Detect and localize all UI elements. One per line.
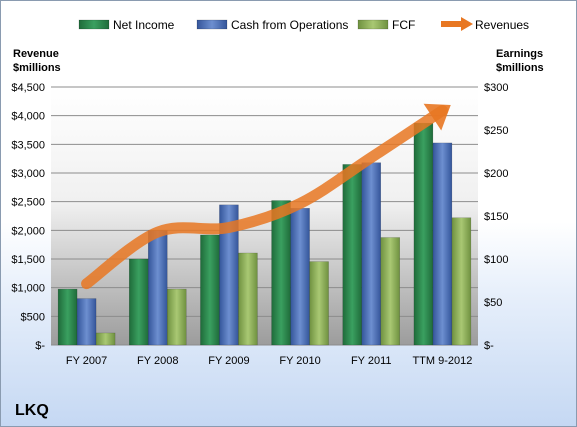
- category-label-3: FY 2010: [279, 355, 320, 367]
- bar-fcf-4: [380, 237, 400, 346]
- category-label-5: TTM 9-2012: [412, 355, 472, 367]
- category-label-2: FY 2009: [208, 355, 249, 367]
- bar-net-income-5: [413, 122, 434, 346]
- left-tick-label-5: $2,500: [11, 197, 45, 209]
- legend-label-0: Net Income: [113, 18, 175, 32]
- right-tick-label-3: $150: [484, 211, 508, 223]
- gridlines: [51, 86, 478, 346]
- category-label-4: FY 2011: [351, 355, 392, 367]
- axes-layer: $- $500 $1,000 $1,500 $2,000 $2,500 $3,000 $3,5…: [11, 82, 508, 367]
- bar-net-income-4: [342, 164, 362, 346]
- revenue-arrowhead: [423, 103, 451, 131]
- legend-label-2: FCF: [392, 18, 415, 32]
- left-axis-title-line2: $millions: [13, 62, 61, 74]
- bar-net-income-1: [129, 258, 149, 346]
- left-tick-label-2: $1,000: [11, 283, 45, 295]
- bar-cash-from-operations-3: [290, 208, 310, 346]
- right-tick-label-4: $200: [484, 168, 508, 180]
- bar-cash-from-operations-4: [361, 162, 381, 346]
- legend: Net Income Cash from Operations FCF Revenue…: [78, 17, 529, 32]
- legend-swatch-0: [78, 19, 110, 30]
- bar-net-income-3: [271, 200, 291, 346]
- right-tick-label-0: $-: [484, 340, 494, 352]
- left-tick-label-6: $3,000: [11, 168, 45, 180]
- category-label-0: FY 2007: [66, 355, 107, 367]
- revenue-line: [81, 105, 448, 290]
- left-tick-label-3: $1,500: [11, 254, 45, 266]
- left-tick-label-8: $4,000: [11, 111, 45, 123]
- bars-layer: [57, 122, 472, 346]
- right-tick-label-1: $50: [484, 297, 502, 309]
- bar-fcf-0: [95, 332, 116, 346]
- bar-fcf-1: [167, 288, 187, 346]
- bar-fcf-5: [451, 217, 472, 346]
- chart-title: LKQ: [15, 402, 49, 419]
- left-tick-label-1: $500: [21, 311, 45, 323]
- legend-swatch-2: [357, 19, 389, 30]
- bar-cash-from-operations-0: [76, 298, 97, 346]
- left-tick-label-9: $4,500: [11, 82, 45, 94]
- legend-label-3: Revenues: [475, 18, 529, 32]
- right-tick-label-6: $300: [484, 82, 508, 94]
- bar-cash-from-operations-1: [148, 230, 168, 346]
- legend-swatch-1: [196, 19, 228, 30]
- right-tick-label-5: $250: [484, 125, 508, 137]
- left-tick-label-0: $-: [35, 340, 45, 352]
- bar-net-income-0: [57, 288, 78, 346]
- legend-arrow-3: [461, 17, 473, 31]
- left-axis-title-line1: Revenue: [13, 48, 59, 60]
- category-label-1: FY 2008: [137, 355, 178, 367]
- right-axis-title-line1: Earnings: [496, 48, 543, 60]
- bar-fcf-2: [238, 252, 258, 346]
- bar-net-income-2: [200, 234, 220, 346]
- left-tick-label-4: $2,000: [11, 225, 45, 237]
- right-tick-label-2: $100: [484, 254, 508, 266]
- right-axis-title-line2: $millions: [496, 62, 544, 74]
- left-tick-label-7: $3,500: [11, 139, 45, 151]
- bar-fcf-3: [309, 261, 329, 346]
- legend-label-1: Cash from Operations: [231, 18, 348, 32]
- revenue-line-layer: [81, 103, 451, 290]
- bar-cash-from-operations-5: [432, 142, 453, 346]
